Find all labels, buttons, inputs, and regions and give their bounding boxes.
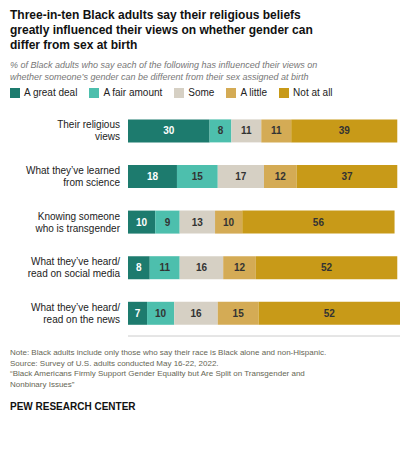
html-text:Three-in-ten Black adults say: Three-in-ten Black adults say their reli… xyxy=(10,8,313,52)
html-text:A great deal: A great deal xyxy=(24,87,78,98)
svg-text:56: 56 xyxy=(313,217,325,228)
svg-text:10: 10 xyxy=(223,217,235,228)
svg-text:9: 9 xyxy=(165,217,171,228)
svg-text:37: 37 xyxy=(341,171,353,182)
svg-text:52: 52 xyxy=(324,308,336,319)
svg-text:52: 52 xyxy=(321,262,333,273)
svg-text:10: 10 xyxy=(136,217,148,228)
svg-text:17: 17 xyxy=(235,171,247,182)
svg-text:16: 16 xyxy=(196,262,208,273)
svg-text:12: 12 xyxy=(234,262,246,273)
html-text:Not at all: Not at all xyxy=(293,87,333,98)
svg-text:What they’ve heard/read on the: What they’ve heard/read on the news xyxy=(31,302,120,325)
svg-text:18: 18 xyxy=(147,171,159,182)
html-text:A little: A little xyxy=(240,87,268,98)
html-text:A fair amount: A fair amount xyxy=(103,87,163,98)
svg-text:30: 30 xyxy=(163,125,175,136)
svg-text:8: 8 xyxy=(136,262,142,273)
svg-text:10: 10 xyxy=(155,308,167,319)
html-text:PEW RESEARCH CENTER: PEW RESEARCH CENTER xyxy=(10,401,136,412)
svg-text:11: 11 xyxy=(271,125,282,136)
html-text:% of Black adults who say each: % of Black adults who say each of the fo… xyxy=(10,60,318,82)
html-text:Some: Some xyxy=(188,87,215,98)
svg-text:7: 7 xyxy=(135,308,141,319)
svg-text:15: 15 xyxy=(192,171,204,182)
html-text:Note: Black adults include onl: Note: Black adults include only those wh… xyxy=(10,348,327,389)
svg-text:Knowing someonewho is transgen: Knowing someonewho is transgender xyxy=(35,211,121,234)
svg-text:11: 11 xyxy=(159,262,170,273)
svg-text:8: 8 xyxy=(218,125,224,136)
svg-text:What they’ve learnedfrom scien: What they’ve learnedfrom science xyxy=(26,165,120,188)
svg-text:13: 13 xyxy=(192,217,204,228)
svg-text:What they’ve heard/read on soc: What they’ve heard/read on social media xyxy=(28,256,121,279)
svg-text:12: 12 xyxy=(275,171,287,182)
svg-text:39: 39 xyxy=(339,125,351,136)
svg-text:11: 11 xyxy=(241,125,252,136)
svg-text:15: 15 xyxy=(233,308,245,319)
svg-text:Their religiousviews: Their religiousviews xyxy=(57,119,120,142)
svg-text:16: 16 xyxy=(190,308,202,319)
